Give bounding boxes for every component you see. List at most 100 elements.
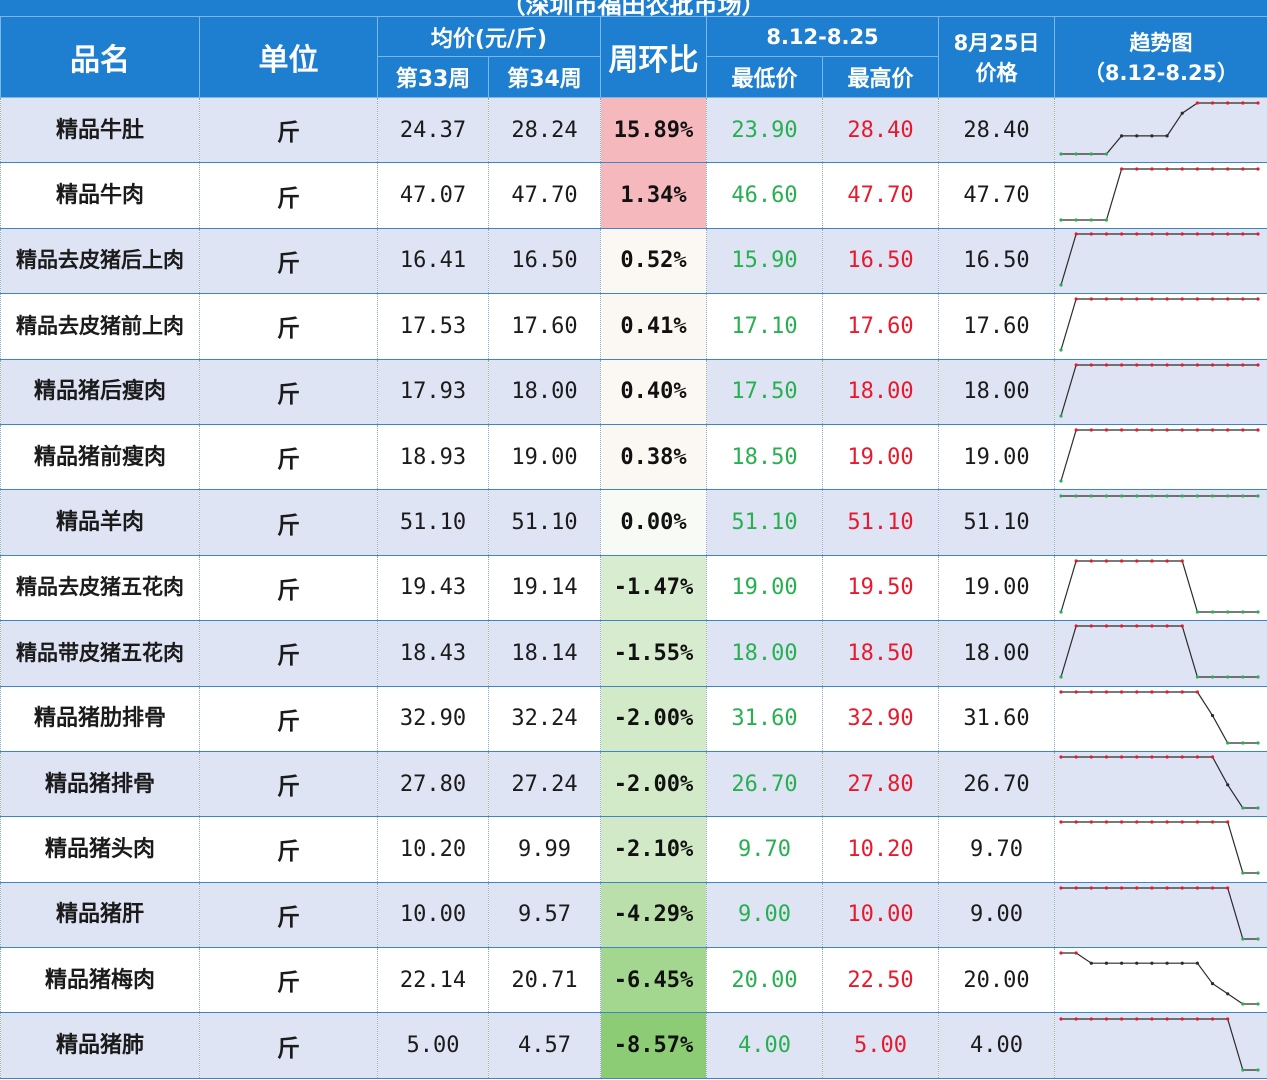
trend-point <box>1089 428 1093 432</box>
trend-point <box>1180 690 1184 694</box>
header-avg-price[interactable]: 均价(元/斤) <box>377 16 601 57</box>
trend-sparkline <box>1059 493 1260 498</box>
trend-point <box>1256 871 1260 876</box>
trend-point <box>1150 961 1154 966</box>
change-cell: 0.41% <box>600 293 707 360</box>
table-row[interactable]: 精品猪肋排骨斤 32.90 32.24 -2.00% 31.60 32.90 31.60 <box>0 686 1267 752</box>
trend-cell <box>1054 293 1267 360</box>
trend-point <box>1120 690 1124 694</box>
trend-line <box>1060 625 1258 678</box>
trend-point <box>1226 741 1230 745</box>
header-change[interactable]: 周环比 <box>600 16 707 98</box>
trend-point <box>1180 886 1184 890</box>
low-price: 19.00 <box>706 555 823 622</box>
trend-point <box>1165 493 1169 498</box>
header-unit[interactable]: 单位 <box>199 16 378 98</box>
trend-point <box>1241 428 1245 432</box>
trend-point <box>1074 886 1078 890</box>
trend-point <box>1120 363 1124 367</box>
trend-sparkline <box>1059 428 1260 483</box>
trend-point <box>1104 152 1109 156</box>
header-week33[interactable]: 第33周 <box>377 56 489 98</box>
high-price: 18.00 <box>822 359 939 425</box>
trend-point <box>1120 166 1124 171</box>
table-row[interactable]: 精品猪后瘦肉斤 17.93 18.00 0.40% 17.50 18.00 18.00 <box>0 359 1267 425</box>
trend-point <box>1226 493 1230 498</box>
trend-point <box>1150 297 1154 301</box>
header-week34[interactable]: 第34周 <box>488 56 601 98</box>
trend-point <box>1241 297 1245 301</box>
header-name[interactable]: 品名 <box>0 16 200 98</box>
trend-point <box>1256 166 1260 171</box>
header-high[interactable]: 最高价 <box>822 56 939 98</box>
week34-price: 20.71 <box>488 947 601 1014</box>
trend-point <box>1165 886 1169 890</box>
table-row[interactable]: 精品带皮猪五花肉斤 18.43 18.14 -1.55% 18.00 18.50 18.00 <box>0 620 1267 687</box>
change-cell: -1.55% <box>600 620 707 687</box>
product-name: 精品去皮猪五花肉 <box>0 555 200 622</box>
unit-cell: 斤 <box>199 947 378 1014</box>
trend-point <box>1059 610 1063 614</box>
trend-point <box>1210 886 1215 890</box>
trend-point <box>1150 755 1154 759</box>
table-row[interactable]: 精品猪肝斤 10.00 9.57 -4.29% 9.00 10.00 9.00 <box>0 882 1267 949</box>
trend-sparkline <box>1059 820 1260 876</box>
table-row[interactable]: 精品去皮猪后上肉斤 16.41 16.50 0.52% 15.90 16.50 16.50 <box>0 228 1267 295</box>
low-price: 18.00 <box>706 620 823 687</box>
trend-point <box>1135 428 1139 432</box>
trend-sparkline <box>1059 755 1260 810</box>
trend-point <box>1059 348 1063 352</box>
product-name: 精品羊肉 <box>0 489 200 556</box>
trend-point <box>1210 675 1215 679</box>
table-row[interactable]: 精品猪前瘦肉斤 18.93 19.00 0.38% 18.50 19.00 19.00 <box>0 424 1267 491</box>
trend-point <box>1256 675 1260 679</box>
week33-price: 27.80 <box>377 751 489 818</box>
trend-point <box>1241 871 1245 876</box>
week34-price: 28.24 <box>488 97 601 164</box>
trend-point <box>1074 493 1078 498</box>
table-row[interactable]: 精品牛肉斤 47.07 47.70 1.34% 46.60 47.70 47.70 <box>0 162 1267 229</box>
trend-point <box>1226 675 1230 679</box>
trend-point <box>1135 493 1139 498</box>
trend-line <box>1061 102 1258 155</box>
trend-point <box>1120 886 1124 890</box>
table-row[interactable]: 精品去皮猪五花肉斤 19.43 19.14 -1.47% 19.00 19.50 19.00 <box>0 555 1267 622</box>
header-price-date[interactable]: 8月25日 价格 <box>938 16 1055 98</box>
trend-point <box>1256 610 1260 614</box>
trend-point <box>1074 690 1078 694</box>
trend-point <box>1135 134 1139 138</box>
low-price: 9.00 <box>706 882 823 949</box>
high-price: 10.00 <box>822 882 939 949</box>
trend-point <box>1150 690 1154 694</box>
trend-point <box>1210 610 1215 614</box>
high-price: 18.50 <box>822 620 939 687</box>
trend-point <box>1180 428 1184 432</box>
header-low[interactable]: 最低价 <box>706 56 823 98</box>
trend-point <box>1150 559 1154 563</box>
trend-cell <box>1054 751 1267 818</box>
low-price: 20.00 <box>706 947 823 1014</box>
table-row[interactable]: 精品猪排骨斤 27.80 27.24 -2.00% 26.70 27.80 26.70 <box>0 751 1267 818</box>
trend-point <box>1059 886 1063 890</box>
unit-cell: 斤 <box>199 424 378 491</box>
high-price: 10.20 <box>822 816 939 883</box>
table-row[interactable]: 精品猪梅肉斤 22.14 20.71 -6.45% 20.00 22.50 20.00 <box>0 947 1267 1014</box>
header-date-range[interactable]: 8.12-8.25 <box>706 16 939 57</box>
trend-sparkline <box>1059 951 1260 1006</box>
trend-point <box>1120 559 1124 563</box>
trend-point <box>1180 624 1184 628</box>
trend-point <box>1256 363 1260 367</box>
trend-cell <box>1054 97 1267 164</box>
table-row[interactable]: 精品去皮猪前上肉斤 17.53 17.60 0.41% 17.10 17.60 17.60 <box>0 293 1267 360</box>
table-row[interactable]: 精品猪头肉斤 10.20 9.99 -2.10% 9.70 10.20 9.70 <box>0 816 1267 883</box>
product-name: 精品猪排骨 <box>0 751 200 818</box>
trend-point <box>1180 232 1184 236</box>
trend-point <box>1256 1002 1260 1006</box>
table-row[interactable]: 精品羊肉斤 51.10 51.10 0.00% 51.10 51.10 51.10 <box>0 489 1267 556</box>
table-row[interactable]: 精品牛肚斤 24.37 28.24 15.89% 23.90 28.40 28.40 <box>0 97 1267 164</box>
trend-point <box>1120 624 1124 628</box>
header-trend[interactable]: 趋势图 （8.12-8.25） <box>1054 16 1267 98</box>
trend-point <box>1210 428 1215 432</box>
table-row[interactable]: 精品猪肺斤 5.00 4.57 -8.57% 4.00 5.00 4.00 <box>0 1012 1267 1079</box>
change-cell: -2.00% <box>600 751 707 818</box>
